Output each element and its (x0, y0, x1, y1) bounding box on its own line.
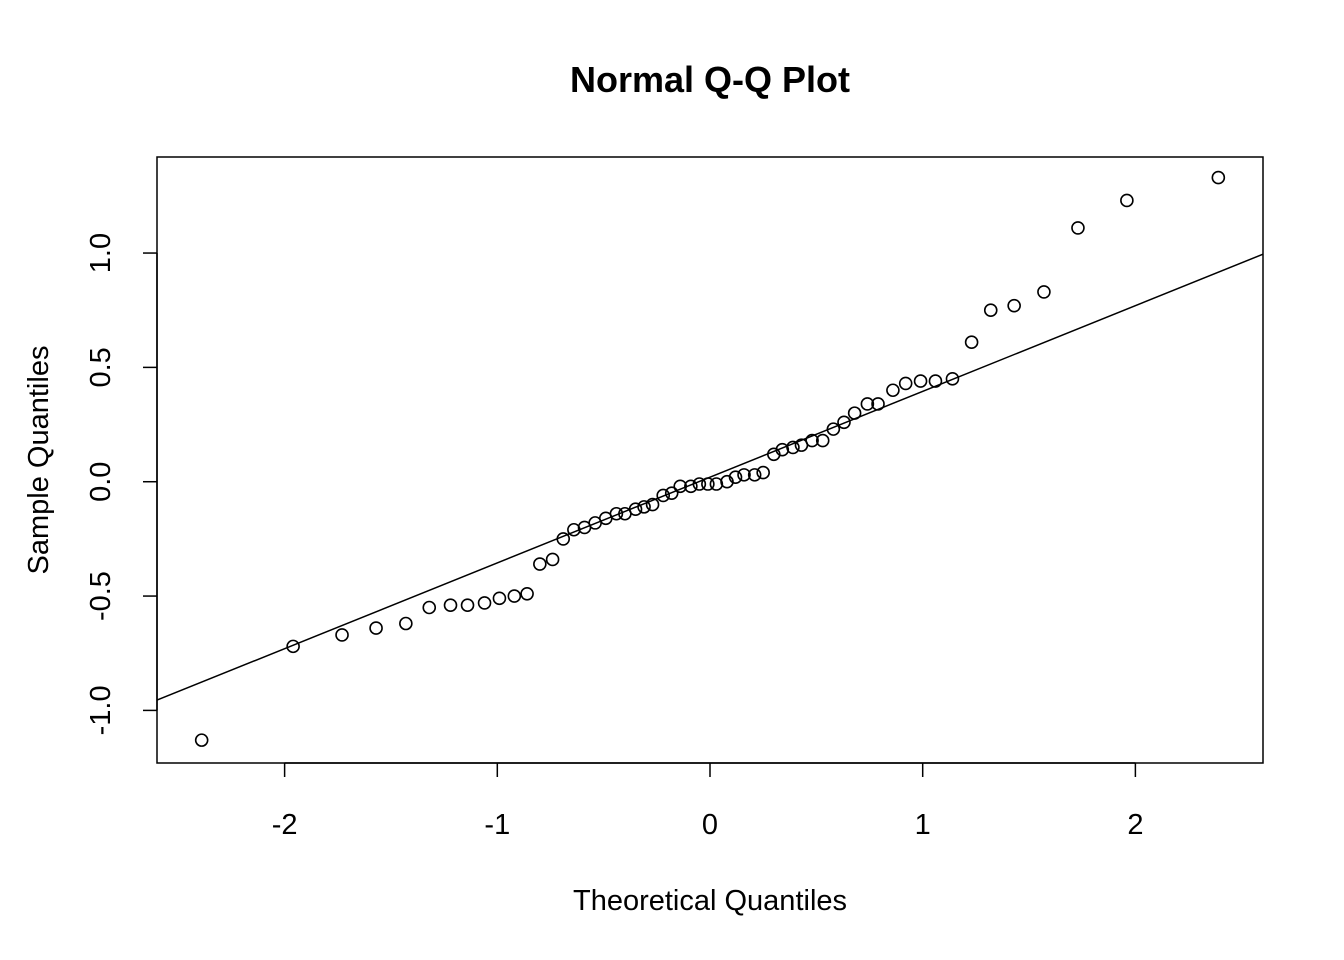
data-point (847, 406, 862, 420)
data-point (422, 600, 437, 615)
x-tick-label: 0 (702, 809, 718, 841)
y-tick-label: -0.5 (85, 571, 117, 621)
data-point (1037, 285, 1051, 299)
data-point (964, 335, 979, 350)
x-axis-label: Theoretical Quantiles (573, 885, 847, 917)
data-point (1211, 170, 1226, 185)
data-point (567, 522, 581, 537)
y-tick-label: 0.5 (85, 347, 117, 387)
x-axis: -2 -1 0 1 2 (272, 762, 1143, 841)
y-tick-label: 0.0 (85, 462, 117, 502)
data-point (684, 479, 698, 494)
x-tick-label: -1 (484, 809, 510, 841)
y-axis-label: Sample Quantiles (23, 346, 55, 575)
data-point (886, 383, 900, 398)
data-point (507, 589, 522, 603)
data-point (369, 621, 383, 635)
x-tick-label: 1 (915, 809, 931, 841)
data-point (747, 468, 762, 482)
data-point (1007, 298, 1021, 313)
data-point (286, 639, 300, 654)
data-point (945, 372, 960, 386)
data-point (837, 415, 851, 430)
data-point (860, 397, 875, 411)
data-point (556, 532, 571, 546)
data-point (533, 557, 547, 571)
data-point (815, 433, 830, 448)
data-point (1071, 221, 1085, 235)
data-point (609, 506, 624, 521)
data-point (664, 486, 679, 500)
data-point (709, 477, 724, 491)
data-point (913, 374, 928, 388)
data-point (871, 397, 885, 411)
data-point (492, 591, 507, 606)
data-point (737, 468, 751, 482)
chart-title: Normal Q-Q Plot (570, 59, 850, 100)
data-point (645, 497, 660, 512)
y-tick-label: -1.0 (85, 685, 117, 735)
data-point (728, 470, 743, 484)
plot-frame (156, 156, 1264, 764)
data-point (898, 376, 913, 391)
data-point (756, 465, 770, 480)
data-points (194, 170, 1226, 747)
data-point (460, 598, 475, 613)
y-axis: -1.0 -0.5 0.0 0.5 1.0 (85, 233, 158, 735)
qq-reference-line (157, 253, 1263, 701)
data-point (983, 303, 998, 318)
data-point (1120, 193, 1134, 208)
data-point (786, 440, 800, 455)
data-point (805, 433, 819, 448)
data-point (928, 374, 943, 388)
reference-line-group (157, 253, 1263, 701)
x-tick-label: -2 (272, 809, 298, 841)
data-point (194, 733, 209, 747)
data-point (826, 422, 841, 436)
data-point (637, 500, 651, 514)
y-tick-label: 1.0 (85, 233, 117, 273)
data-point (520, 586, 534, 601)
data-point (701, 477, 715, 491)
data-point (673, 479, 688, 494)
data-point (477, 596, 492, 610)
data-point (335, 628, 349, 642)
data-point (545, 552, 560, 567)
data-point (656, 488, 671, 503)
data-point (443, 598, 458, 613)
data-point (628, 502, 643, 516)
data-point (692, 477, 707, 491)
data-point (399, 616, 413, 631)
data-point (775, 442, 790, 457)
x-tick-label: 2 (1127, 809, 1143, 841)
